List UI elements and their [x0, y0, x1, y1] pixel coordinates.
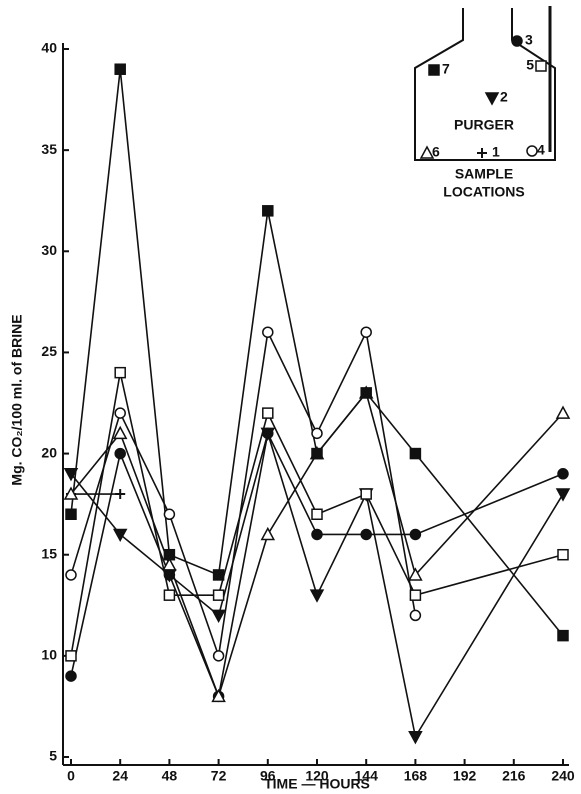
- y-tick-label: 40: [41, 40, 57, 56]
- legend-label: 6: [432, 144, 440, 160]
- data-point: [65, 508, 77, 521]
- legend-label: 1: [492, 144, 500, 160]
- y-tick-label: 15: [41, 545, 57, 561]
- y-tick-label: 5: [49, 748, 57, 764]
- legend-label: 3: [525, 32, 533, 48]
- data-point: [360, 528, 372, 541]
- data-point: [65, 650, 77, 662]
- y-tick-label: 35: [41, 141, 57, 157]
- data-point: [114, 407, 126, 419]
- x-tick-label: 192: [453, 768, 477, 784]
- x-axis-title: TIME — HOURS: [264, 776, 370, 792]
- data-point: [212, 569, 225, 581]
- data-point: [311, 508, 323, 521]
- data-point: [555, 405, 571, 419]
- data-point: [163, 569, 176, 581]
- data-point: [63, 486, 79, 500]
- x-tick-label: 168: [404, 768, 428, 784]
- data-point: [114, 366, 126, 379]
- purger-outline: [414, 8, 556, 161]
- inset-label: PURGER: [454, 117, 514, 133]
- data-point: [112, 528, 128, 543]
- x-tick-label: 72: [211, 768, 227, 784]
- data-point: [309, 589, 325, 603]
- legend-label: 5: [526, 57, 534, 73]
- x-tick-label: 24: [112, 768, 128, 784]
- data-point: [360, 326, 372, 338]
- inset-title: SAMPLE: [455, 166, 513, 182]
- series-line: [70, 430, 564, 700]
- x-tick-label: 216: [502, 768, 526, 784]
- data-point: [65, 670, 77, 682]
- data-point: [311, 447, 323, 460]
- legend-marker: [484, 92, 500, 106]
- data-point: [557, 548, 569, 561]
- inset-diagram: PURGER SAMPLE LOCATIONS: [414, 6, 556, 200]
- data-point: [65, 569, 77, 581]
- data-point: [163, 589, 176, 601]
- x-tick-label: 144: [355, 768, 379, 784]
- data-point: [212, 589, 225, 601]
- y-tick-label: 25: [41, 343, 57, 359]
- data-point: [408, 567, 423, 581]
- legend-label: 7: [442, 61, 450, 77]
- data-point: [409, 589, 422, 601]
- legend-label: 4: [537, 142, 545, 158]
- y-tick-label: 20: [41, 444, 57, 460]
- data-point: [163, 508, 176, 521]
- x-tick-label: 48: [162, 768, 178, 784]
- data-point: [262, 205, 274, 217]
- x-tick-label: 0: [67, 768, 75, 784]
- data-point: [262, 326, 274, 338]
- series-line: [70, 69, 564, 637]
- data-point: [311, 427, 323, 440]
- data-point: [557, 468, 569, 480]
- data-point: [163, 548, 176, 561]
- legend-marker: [526, 145, 538, 157]
- data-point: [212, 650, 225, 662]
- data-point: [262, 407, 274, 419]
- data-point: [408, 731, 423, 745]
- data-point: [211, 609, 226, 623]
- data-point: [112, 425, 128, 440]
- data-point: [409, 528, 422, 541]
- y-tick-label: 30: [41, 242, 57, 258]
- x-tick-label: 240: [551, 768, 575, 784]
- data-point: [63, 468, 79, 482]
- data-point: [409, 609, 422, 622]
- inset-title: LOCATIONS: [443, 184, 524, 200]
- data-point: [409, 447, 422, 460]
- series-line: [70, 329, 417, 657]
- legend-marker: [428, 64, 440, 76]
- data-point: [557, 629, 569, 642]
- y-axis-title: Mg. CO₂/100 ml. of BRINE: [9, 314, 25, 485]
- data-point: [555, 488, 571, 502]
- legend-marker: [419, 145, 435, 159]
- data-point: [211, 688, 226, 703]
- data-point: [311, 528, 323, 541]
- data-point: [260, 526, 276, 541]
- legend-marker: [535, 60, 547, 72]
- legend-marker: [511, 35, 523, 47]
- y-tick-label: 10: [41, 647, 57, 663]
- series-line: [70, 430, 564, 739]
- x-tick-label: 96: [260, 768, 276, 784]
- data-point: [262, 427, 274, 440]
- data-point: [360, 488, 372, 500]
- data-point: [115, 489, 126, 500]
- data-point: [114, 447, 126, 460]
- data-point: [162, 557, 177, 571]
- x-tick-label: 120: [305, 768, 329, 784]
- legend-label: 2: [500, 89, 508, 105]
- data-point: [114, 63, 126, 75]
- legend-marker: [477, 148, 487, 158]
- data-point: [360, 387, 372, 399]
